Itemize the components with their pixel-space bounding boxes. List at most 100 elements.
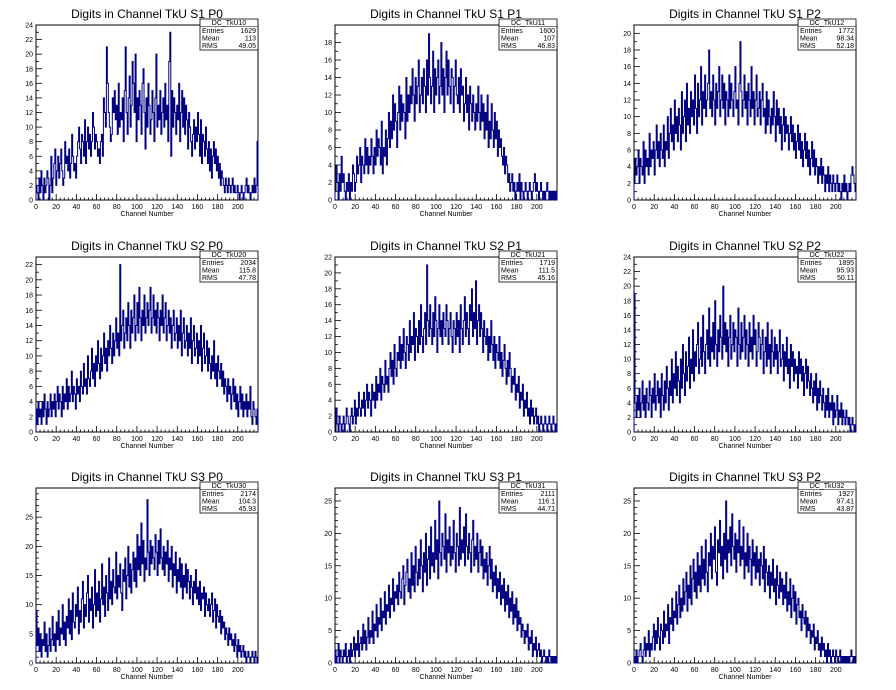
x-tick-label: 40 [371,667,379,674]
stats-label-rms: RMS [501,506,517,513]
stats-name: DC_TkU11 [511,20,545,27]
histogram-panel-5: Digits in Channel TkU S2 P1 0 2 4 6 8 10 12 14 16… [324,239,558,450]
stats-label-mean: Mean [202,268,220,275]
x-tick-label: 60 [93,436,101,443]
y-tick-label: 18 [324,40,332,47]
x-tick-label: 60 [392,667,400,674]
panel-title: Digits in Channel TkU S3 P0 [71,470,223,484]
stats-value-entries: 1600 [539,28,555,35]
x-tick-label: 20 [351,436,359,443]
x-tick-label: 140 [769,667,781,674]
stats-label-entries: Entries [800,491,822,498]
stats-value-entries: 1719 [539,260,555,267]
y-tick-label: 8 [328,366,332,373]
x-tick-label: 20 [52,204,60,211]
x-tick-label: 200 [531,436,543,443]
histogram-panel-3: Digits in Channel TkU S1 P2 0 2 4 6 8 10 12 14 16… [623,7,857,218]
x-tick-label: 120 [749,204,761,211]
histogram-series [334,33,558,201]
y-tick-label: 20 [25,52,33,59]
y-tick-label: 20 [324,270,332,277]
x-tick-label: 200 [830,204,842,211]
y-tick-label: 5 [328,628,332,635]
x-tick-label: 120 [749,667,761,674]
stats-label-rms: RMS [800,43,816,50]
stats-value-rms: 50.11 [837,275,854,282]
y-tick-label: 2 [627,181,631,188]
stats-value-mean: 98.34 [836,36,854,43]
x-tick-label: 120 [151,204,163,211]
x-tick-label: 0 [333,667,337,674]
stats-value-mean: 97.41 [836,499,854,506]
y-tick-label: 10 [25,353,33,360]
x-tick-label: 140 [470,204,482,211]
x-tick-label: 0 [632,667,636,674]
x-tick-label: 100 [131,667,143,674]
y-tick-label: 15 [25,573,33,580]
stats-value-rms: 52.18 [836,43,854,50]
histogram-series [633,500,856,664]
y-tick-label: 18 [25,293,33,300]
stats-label-rms: RMS [202,43,218,50]
y-tick-label: 10 [623,596,631,603]
x-tick-label: 40 [371,436,379,443]
x-tick-label: 140 [470,436,482,443]
y-tick-label: 10 [324,596,332,603]
x-tick-label: 160 [790,667,802,674]
x-tick-label: 60 [691,436,699,443]
y-tick-label: 12 [623,98,631,105]
x-tick-label: 100 [430,436,442,443]
x-tick-label: 40 [72,667,80,674]
histogram-panel-4: Digits in Channel TkU S2 P0 0 2 4 6 8 10 12 14 16… [25,239,259,450]
x-tick-label: 80 [113,436,121,443]
x-tick-label: 140 [470,667,482,674]
y-tick-label: 15 [324,563,332,570]
stats-label-entries: Entries [202,491,224,498]
x-tick-label: 60 [691,204,699,211]
y-tick-label: 16 [25,81,33,88]
stats-value-entries: 1772 [838,28,854,35]
histogram-series [335,264,558,433]
x-axis-label: Channel Number [719,443,773,450]
y-tick-label: 0 [29,661,33,668]
y-tick-label: 2 [29,414,33,421]
stats-label-mean: Mean [800,36,818,43]
panel-title: Digits in Channel TkU S3 P1 [370,470,522,484]
y-tick-label: 8 [328,128,332,135]
y-tick-label: 10 [623,114,631,121]
x-tick-label: 80 [412,204,420,211]
x-tick-label: 160 [192,667,204,674]
panel-title: Digits in Channel TkU S2 P0 [71,239,223,253]
y-tick-label: 6 [328,382,332,389]
y-tick-label: 0 [627,661,631,668]
y-tick-label: 16 [324,302,332,309]
x-tick-label: 20 [351,204,359,211]
histogram-panel-7: Digits in Channel TkU S3 P0 0 5 10 15 20 25 0 20… [25,470,259,681]
x-tick-label: 100 [430,204,442,211]
y-tick-label: 18 [25,66,33,73]
y-tick-label: 0 [627,430,631,437]
y-tick-label: 24 [623,255,631,262]
stats-value-rms: 43.87 [836,506,854,513]
x-tick-label: 140 [769,436,781,443]
histogram-panel-8: Digits in Channel TkU S3 P1 0 5 10 15 20 25 0 20… [324,470,558,681]
y-tick-label: 14 [25,95,33,102]
x-tick-label: 0 [34,436,38,443]
x-tick-label: 200 [232,204,244,211]
y-tick-label: 16 [324,58,332,65]
x-tick-label: 0 [34,667,38,674]
stats-value-entries: 1629 [240,28,256,35]
stats-value-rms: 45.93 [238,506,256,513]
y-tick-label: 4 [328,163,332,170]
y-tick-label: 16 [623,313,631,320]
y-tick-label: 22 [25,262,33,269]
stats-value-mean: 107 [543,36,555,43]
x-tick-label: 200 [531,667,543,674]
stats-value-rms: 49.05 [238,43,256,50]
stats-value-entries: 2174 [240,491,256,498]
x-tick-label: 120 [749,436,761,443]
stats-label-entries: Entries [501,491,523,498]
stats-value-mean: 111.5 [539,268,556,275]
x-tick-label: 0 [632,436,636,443]
